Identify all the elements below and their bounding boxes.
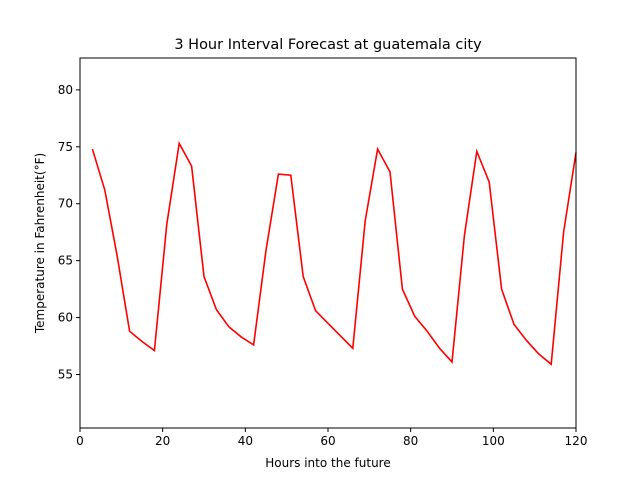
chart-title: 3 Hour Interval Forecast at guatemala ci…	[174, 37, 482, 53]
x-tick-label: 40	[238, 434, 253, 448]
series-layer	[91, 140, 577, 366]
y-tick-label: 70	[58, 197, 73, 211]
y-axis-label: Temperature in Fahrenheit(°F)	[33, 153, 47, 334]
x-tick-label: 60	[320, 434, 335, 448]
x-axis-ticks: 0 20 40 60 80 100 120	[76, 428, 587, 448]
x-tick-label: 20	[155, 434, 170, 448]
y-tick-label: 80	[58, 83, 73, 97]
x-axis-label: Hours into the future	[265, 456, 390, 470]
x-tick-label: 120	[565, 434, 588, 448]
y-tick-label: 65	[58, 254, 73, 268]
plot-area	[80, 58, 576, 428]
y-tick-label: 55	[58, 367, 73, 381]
y-tick-label: 75	[58, 140, 73, 154]
y-tick-label: 60	[58, 311, 73, 325]
x-tick-label: 100	[482, 434, 505, 448]
x-tick-label: 0	[76, 434, 84, 448]
y-axis-ticks: 55 60 65 70 75 80	[58, 83, 80, 381]
series-line-0	[91, 140, 577, 366]
x-tick-label: 80	[403, 434, 418, 448]
